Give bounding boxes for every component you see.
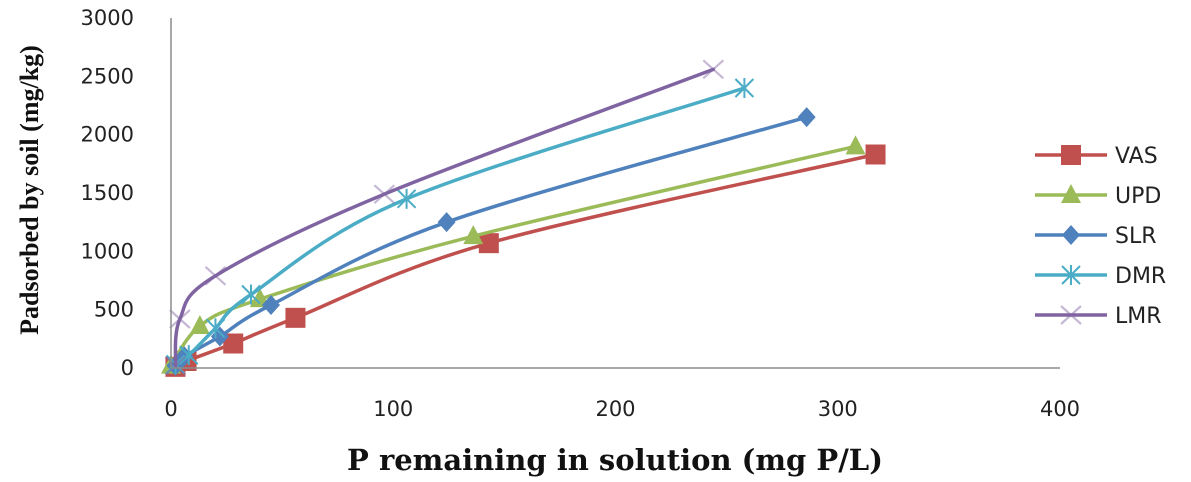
- plot-area: [161, 59, 886, 377]
- x-axis-title: P remaining in solution (mg P/L): [347, 443, 883, 477]
- series-dmr: [165, 78, 755, 375]
- x-tick-label: 300: [818, 397, 858, 421]
- data-point-dmr: [241, 284, 261, 305]
- legend-item-vas: VAS: [1035, 144, 1158, 169]
- y-tick-label: 500: [94, 298, 134, 322]
- legend-marker: [1061, 145, 1081, 165]
- legend-item-lmr: LMR: [1035, 304, 1162, 329]
- data-point-dmr: [179, 345, 199, 366]
- legend-marker: [1061, 184, 1081, 203]
- data-point-lmr: [702, 59, 725, 80]
- data-point-dmr: [205, 318, 226, 339]
- x-tick-label: 200: [595, 397, 635, 421]
- y-tick-label: 1500: [81, 181, 134, 205]
- series-lmr: [164, 59, 725, 376]
- legend-item-dmr: DMR: [1035, 264, 1166, 289]
- series-line-upd: [169, 144, 858, 368]
- legend-label: DMR: [1115, 264, 1166, 289]
- data-point-lmr: [204, 266, 227, 286]
- legend: VAS UPD SLR DMR LMR: [1035, 144, 1166, 329]
- legend-marker: [1061, 265, 1081, 285]
- y-axis-title: Padsorbed by soil (mg/kg): [15, 45, 44, 335]
- legend-marker: [1060, 305, 1082, 325]
- series-vas: [165, 144, 886, 377]
- data-point-dmr: [396, 188, 417, 209]
- data-point-lmr: [164, 355, 187, 376]
- legend-label: SLR: [1115, 224, 1157, 249]
- x-tick-label: 0: [164, 397, 177, 421]
- data-point-dmr: [734, 78, 755, 98]
- data-point-upd: [189, 315, 210, 334]
- data-point-vas: [478, 233, 499, 254]
- legend-label: LMR: [1115, 304, 1162, 329]
- y-tick-label: 0: [121, 356, 134, 380]
- data-point-vas: [285, 307, 306, 328]
- y-tick-label: 3000: [81, 6, 134, 30]
- x-tick-label: 100: [373, 397, 413, 421]
- y-tick-label: 2500: [81, 64, 134, 88]
- y-tick-label: 2000: [81, 123, 134, 147]
- data-point-vas: [223, 333, 244, 354]
- data-point-lmr: [373, 184, 396, 204]
- legend-label: UPD: [1115, 184, 1161, 209]
- legend-label: VAS: [1115, 144, 1158, 169]
- x-tick-label: 400: [1040, 397, 1080, 421]
- legend-marker: [1062, 225, 1080, 245]
- data-point-upd: [463, 225, 484, 245]
- data-point-lmr: [169, 309, 191, 329]
- data-point-vas: [865, 144, 886, 165]
- legend-item-slr: SLR: [1035, 224, 1157, 249]
- series-line-vas: [173, 152, 878, 369]
- series-line-dmr: [173, 86, 747, 367]
- data-point-slr: [797, 107, 816, 128]
- series-line-lmr: [173, 67, 716, 368]
- series-upd: [161, 135, 866, 374]
- data-point-slr: [437, 212, 456, 233]
- legend-item-upd: UPD: [1035, 184, 1161, 209]
- axes: [170, 18, 1060, 369]
- data-point-slr: [262, 295, 281, 315]
- data-point-upd: [845, 135, 866, 155]
- y-tick-label: 1000: [81, 239, 134, 263]
- tick-labels: 0 500 1000 1500 2000 2500 3000 0 100 200 300 400: [81, 6, 1081, 421]
